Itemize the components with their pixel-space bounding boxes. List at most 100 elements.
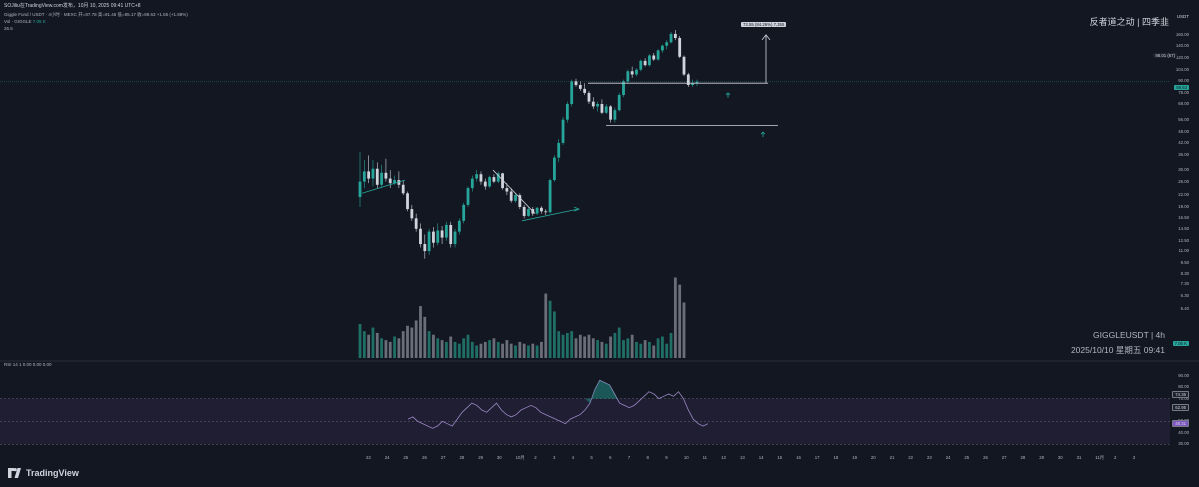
price-tick-label: 90.00 — [1178, 78, 1189, 84]
volume-bar — [401, 331, 405, 358]
symbol-watermark: GIGGLEUSDT | 4h — [1093, 330, 1165, 340]
candle-body — [691, 83, 695, 86]
price-tick-label: 42.00 — [1178, 139, 1189, 145]
candle-body — [686, 74, 690, 86]
volume-bar — [544, 293, 548, 358]
symbol-legend: Giggle Fund / USDT · 4小时 · MEXC 开=87.78 … — [4, 12, 188, 17]
candle-body — [393, 180, 396, 184]
candle-body — [635, 69, 638, 75]
time-tick-label: 25 — [403, 455, 409, 460]
measure-arrow — [761, 34, 771, 41]
volume-bar — [643, 340, 647, 358]
candle-body — [553, 157, 556, 181]
volume-legend: Vol · GIGGLE 7.05 K — [4, 19, 46, 24]
volume-bar — [617, 327, 621, 358]
volume-bar — [613, 332, 617, 358]
time-tick-label: 6 — [609, 455, 612, 460]
price-tick-label: 6.30 — [1180, 293, 1189, 299]
candle-body — [535, 207, 539, 214]
time-tick-label: 26 — [422, 455, 427, 460]
candle-body — [358, 181, 362, 197]
tradingview-logo[interactable]: TradingView — [8, 468, 79, 478]
price-tick-label: 30.00 — [1178, 167, 1189, 173]
volume-bar — [423, 316, 427, 358]
candle-body — [695, 81, 699, 84]
volume-bar — [535, 345, 539, 358]
candle-body — [570, 81, 574, 104]
candle-body — [565, 103, 569, 120]
price-tick-label: 56.00 — [1178, 116, 1189, 122]
candle-body — [544, 211, 548, 213]
time-tick-label: 22 — [908, 455, 914, 460]
volume-bar — [591, 338, 595, 358]
volume-bar — [375, 332, 379, 358]
volume-bar — [393, 336, 396, 358]
price-tick-label: 78.00 — [1178, 89, 1189, 95]
volume-bar — [522, 343, 526, 358]
price-tick-label: 12.50 — [1178, 237, 1189, 243]
candle-body — [540, 207, 543, 212]
volume-bar — [639, 343, 643, 358]
candle-body — [596, 103, 599, 107]
volume-bar — [661, 336, 664, 358]
candle-body — [410, 209, 414, 219]
price-tick-label: 48.00 — [1178, 129, 1189, 135]
price-tick-label: 8.30 — [1180, 270, 1189, 276]
rsi-tick-label: 30.00 — [1178, 441, 1189, 447]
volume-bar — [557, 331, 561, 358]
rsi-value-badge: 48.31 — [1172, 420, 1189, 428]
rsi-tick-label: 70.00 — [1178, 395, 1189, 401]
volume-bar — [367, 334, 371, 358]
candle-body — [453, 231, 457, 245]
volume-bar — [548, 300, 552, 358]
price-tick-label: 16.50 — [1178, 215, 1189, 221]
rsi-tick-label: 90.00 — [1178, 372, 1189, 378]
volume-bar — [397, 338, 401, 358]
volume-bar — [600, 341, 604, 358]
candle-body — [678, 37, 682, 57]
time-tick-label: 30 — [1057, 455, 1063, 460]
volume-bar — [466, 334, 470, 358]
candle-body — [457, 220, 461, 232]
candle-body — [522, 206, 526, 216]
time-tick-label: 13 — [740, 455, 745, 460]
volume-bar — [518, 341, 522, 358]
trendline-1 — [361, 179, 406, 194]
volume-bar — [578, 334, 582, 358]
candle-body — [514, 195, 517, 201]
trendline-3 — [521, 208, 579, 222]
candle-body — [401, 184, 405, 194]
price-tick-label: 68.00 — [1178, 100, 1189, 106]
volume-bar — [665, 343, 669, 358]
volume-bar — [509, 343, 513, 358]
marker-price-badge: 98.01 (67) — [1153, 53, 1177, 58]
price-tick-label: 120.00 — [1175, 55, 1189, 61]
measure-label: 73.55 (84.26%) 7,355 — [741, 22, 787, 27]
volume-bar — [436, 338, 440, 358]
candle-body — [518, 195, 522, 207]
candle-body — [665, 42, 669, 46]
volume-bar — [622, 340, 625, 358]
price-tick-label: 11.00 — [1178, 248, 1189, 254]
candle-body — [604, 106, 608, 113]
volume-bar — [648, 341, 651, 358]
volume-bar — [626, 338, 630, 358]
volume-bar — [678, 284, 682, 358]
volume-bar — [432, 334, 435, 358]
time-tick-label: 3 — [553, 455, 556, 460]
candle-body — [587, 92, 591, 102]
candle-body — [656, 50, 660, 60]
volume-bar — [540, 341, 543, 358]
volume-bar — [475, 345, 479, 358]
candle-body — [371, 168, 375, 179]
volume-bar — [583, 336, 587, 358]
volume-bar — [492, 338, 496, 358]
tradingview-logo-icon — [8, 468, 21, 478]
price-tick-label: 36.00 — [1178, 152, 1189, 158]
volume-bar — [371, 327, 375, 358]
candle-body — [406, 193, 409, 210]
volume-bar — [358, 324, 362, 358]
volume-bar — [488, 340, 491, 358]
time-tick-label: 16 — [796, 455, 801, 460]
